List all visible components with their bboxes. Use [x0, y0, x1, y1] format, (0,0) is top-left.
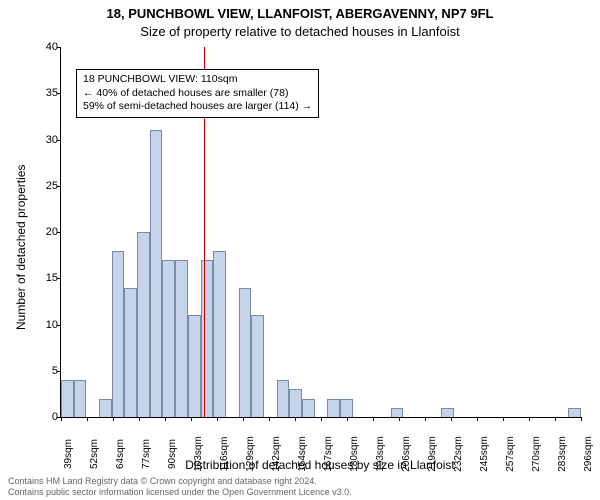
xtick-label: 257sqm [505, 436, 516, 472]
histogram-bar [213, 251, 226, 418]
xtick-mark [217, 417, 218, 421]
ytick-label: 35 [46, 87, 58, 99]
xtick-mark [87, 417, 88, 421]
histogram-bar [289, 389, 302, 417]
histogram-bar [175, 260, 188, 417]
xtick-mark [503, 417, 504, 421]
histogram-bar [277, 380, 290, 417]
xtick-mark [425, 417, 426, 421]
ytick-label: 15 [46, 272, 58, 284]
annotation-line1: 18 PUNCHBOWL VIEW: 110sqm [83, 73, 312, 87]
histogram-bar [74, 380, 87, 417]
ytick-label: 30 [46, 134, 58, 146]
chart-container: 18, PUNCHBOWL VIEW, LLANFOIST, ABERGAVEN… [0, 0, 600, 500]
xtick-mark [477, 417, 478, 421]
xtick-mark [139, 417, 140, 421]
histogram-bar [188, 315, 201, 417]
xtick-mark [269, 417, 270, 421]
xtick-label: 270sqm [531, 436, 542, 472]
footer-attribution: Contains HM Land Registry data © Crown c… [8, 476, 352, 498]
xtick-mark [581, 417, 582, 421]
footer-line1: Contains HM Land Registry data © Crown c… [8, 476, 352, 487]
xtick-mark [373, 417, 374, 421]
histogram-bar [251, 315, 264, 417]
xtick-mark [451, 417, 452, 421]
xtick-mark [165, 417, 166, 421]
x-axis-label: Distribution of detached houses by size … [60, 458, 580, 472]
histogram-bar [302, 399, 315, 418]
plot-area: 18 PUNCHBOWL VIEW: 110sqm← 40% of detach… [60, 47, 581, 418]
xtick-mark [191, 417, 192, 421]
xtick-label: 116sqm [219, 437, 230, 472]
histogram-bar [327, 399, 340, 418]
histogram-bar [391, 408, 404, 417]
histogram-bar [112, 251, 125, 418]
xtick-label: 154sqm [297, 436, 308, 472]
annotation-line2: ← 40% of detached houses are smaller (78… [83, 87, 312, 101]
histogram-bar [162, 260, 175, 417]
histogram-bar [201, 260, 214, 417]
xtick-mark [555, 417, 556, 421]
xtick-mark [529, 417, 530, 421]
xtick-label: 39sqm [63, 439, 74, 469]
xtick-label: 180sqm [349, 436, 360, 472]
xtick-label: 206sqm [401, 436, 412, 472]
xtick-mark [113, 417, 114, 421]
histogram-bar [124, 288, 137, 418]
ytick-label: 20 [46, 226, 58, 238]
histogram-bar [568, 408, 581, 417]
xtick-label: 52sqm [89, 439, 100, 469]
xtick-label: 142sqm [271, 436, 282, 472]
histogram-bar [99, 399, 112, 418]
xtick-label: 219sqm [427, 436, 438, 472]
histogram-bar [150, 130, 163, 417]
ytick-label: 10 [46, 319, 58, 331]
xtick-label: 245sqm [479, 436, 490, 472]
xtick-label: 296sqm [583, 436, 594, 472]
ytick-label: 5 [52, 365, 58, 377]
xtick-label: 232sqm [453, 436, 464, 472]
xtick-label: 193sqm [375, 436, 386, 472]
annotation-line3: 59% of semi-detached houses are larger (… [83, 100, 312, 114]
histogram-bar [137, 232, 150, 417]
xtick-mark [243, 417, 244, 421]
footer-line2: Contains public sector information licen… [8, 487, 352, 498]
xtick-mark [321, 417, 322, 421]
ytick-label: 25 [46, 180, 58, 192]
xtick-mark [347, 417, 348, 421]
xtick-label: 77sqm [141, 439, 152, 469]
y-axis-label: Number of detached properties [14, 165, 28, 330]
ytick-label: 40 [46, 41, 58, 53]
xtick-label: 283sqm [557, 436, 568, 472]
chart-title-sub: Size of property relative to detached ho… [0, 24, 600, 39]
xtick-label: 90sqm [167, 439, 178, 469]
xtick-label: 167sqm [323, 436, 334, 472]
histogram-bar [61, 380, 74, 417]
xtick-mark [399, 417, 400, 421]
chart-title-main: 18, PUNCHBOWL VIEW, LLANFOIST, ABERGAVEN… [0, 6, 600, 21]
annotation-box: 18 PUNCHBOWL VIEW: 110sqm← 40% of detach… [76, 69, 319, 118]
xtick-mark [61, 417, 62, 421]
xtick-label: 103sqm [193, 436, 204, 472]
xtick-label: 129sqm [245, 436, 256, 472]
xtick-mark [295, 417, 296, 421]
histogram-bar [441, 408, 454, 417]
histogram-bar [239, 288, 252, 418]
xtick-label: 64sqm [115, 439, 126, 469]
histogram-bar [340, 399, 353, 418]
ytick-label: 0 [52, 411, 58, 423]
